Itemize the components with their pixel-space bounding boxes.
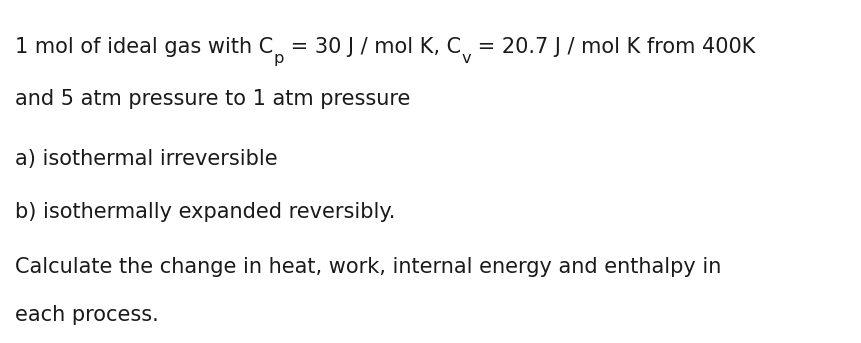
Text: and 5 atm pressure to 1 atm pressure: and 5 atm pressure to 1 atm pressure: [15, 88, 411, 109]
Text: b) isothermally expanded reversibly.: b) isothermally expanded reversibly.: [15, 202, 396, 222]
Text: p: p: [274, 51, 284, 66]
Text: = 20.7 J / mol K from 400K: = 20.7 J / mol K from 400K: [471, 37, 755, 57]
Text: 1 mol of ideal gas with C: 1 mol of ideal gas with C: [15, 37, 274, 57]
Text: each process.: each process.: [15, 305, 159, 325]
Text: v: v: [461, 51, 471, 66]
Text: a) isothermal irreversible: a) isothermal irreversible: [15, 149, 278, 169]
Text: = 30 J / mol K, C: = 30 J / mol K, C: [284, 37, 461, 57]
Text: Calculate the change in heat, work, internal energy and enthalpy in: Calculate the change in heat, work, inte…: [15, 257, 722, 277]
